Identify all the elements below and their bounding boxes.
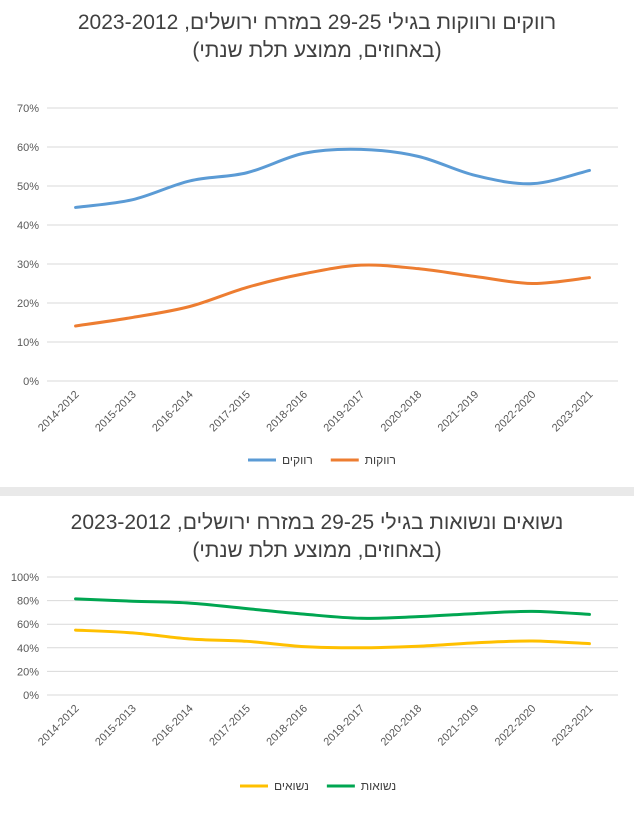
x-tick-label: 2022-2020 — [493, 389, 539, 435]
y-tick-label: 0% — [23, 690, 39, 702]
y-tick-label: 50% — [17, 181, 39, 193]
legend-label: נשואות — [361, 779, 396, 793]
y-tick-label: 60% — [17, 142, 39, 154]
x-tick-label: 2022-2020 — [493, 703, 539, 749]
data-point — [74, 325, 77, 327]
legend-label: רווקות — [365, 453, 396, 467]
data-point — [417, 615, 419, 618]
data-point — [588, 169, 591, 172]
chart-panel-bottom: נשואים ונשואות בגילי 29-25 במזרח ירושלים… — [0, 496, 634, 818]
series-line — [74, 263, 591, 328]
data-point — [74, 598, 77, 600]
data-point — [131, 198, 134, 201]
data-point — [246, 171, 248, 174]
x-tick-label: 2019-2017 — [321, 389, 367, 435]
data-point — [531, 640, 534, 642]
chart-title-top: רווקים ורווקות בגילי 29-25 במזרח ירושלים… — [77, 11, 557, 34]
data-point — [188, 180, 191, 182]
data-point — [417, 645, 419, 648]
data-point — [188, 602, 191, 604]
data-point — [303, 152, 305, 155]
data-point — [588, 642, 591, 645]
data-point — [74, 206, 77, 209]
data-point — [303, 645, 305, 648]
legend-label: רווקים — [282, 453, 313, 467]
data-point — [531, 610, 534, 613]
line-chart-top: 0% 10% 20% 30% 40% 50% 60% 70% 2014-2012 2015-201… — [17, 103, 618, 467]
x-tick-label: 2015-2013 — [93, 389, 139, 435]
data-point — [531, 282, 534, 285]
data-point — [131, 316, 134, 319]
panel-divider — [0, 487, 634, 496]
y-tick-label: 10% — [17, 337, 39, 349]
data-point — [474, 612, 477, 615]
data-point — [474, 642, 477, 644]
data-point — [131, 632, 134, 634]
y-tick-label: 40% — [17, 220, 39, 232]
x-tick-label: 2020-2018 — [379, 389, 425, 435]
data-point — [360, 617, 362, 620]
x-tick-label: 2023-2021 — [550, 389, 596, 435]
data-point — [360, 647, 362, 649]
line-chart-bottom: 0% 20% 40% 60% 80% 100% 2014-2012 2015-2013 2016… — [11, 572, 618, 793]
x-tick-label: 2023-2021 — [550, 703, 596, 749]
x-tick-label: 2014-2012 — [36, 703, 82, 749]
data-point — [417, 155, 419, 158]
x-tick-label: 2017-2015 — [207, 389, 253, 435]
x-tick-label: 2021-2019 — [436, 389, 482, 435]
series-line — [74, 147, 591, 209]
data-point — [303, 272, 305, 275]
x-tick-label: 2018-2016 — [264, 389, 310, 435]
legend-label: נשואים — [274, 779, 309, 793]
data-point — [588, 613, 591, 616]
x-tick-label: 2020-2018 — [379, 703, 425, 749]
data-point — [131, 600, 134, 602]
data-point — [588, 276, 591, 279]
x-tick-label: 2015-2013 — [93, 703, 139, 749]
x-tick-label: 2016-2014 — [150, 389, 196, 435]
series-line — [74, 597, 591, 620]
data-point — [74, 629, 77, 631]
chart-title-bottom: נשואים ונשואות בגילי 29-25 במזרח ירושלים… — [70, 511, 564, 534]
data-point — [531, 182, 534, 185]
data-point — [246, 607, 248, 610]
data-point — [417, 267, 419, 270]
data-point — [246, 640, 248, 643]
y-tick-label: 80% — [17, 596, 39, 608]
chart-subtitle-top: (באחוזים, ממוצע תלת שנתי) — [192, 39, 442, 62]
y-tick-label: 20% — [17, 298, 39, 310]
x-tick-label: 2014-2012 — [36, 389, 82, 435]
data-point — [188, 638, 191, 640]
y-tick-label: 20% — [17, 666, 39, 678]
x-tick-label: 2018-2016 — [264, 703, 310, 749]
y-tick-label: 60% — [17, 619, 39, 631]
x-tick-label: 2016-2014 — [150, 703, 196, 749]
data-point — [246, 286, 248, 289]
y-tick-label: 100% — [11, 572, 39, 584]
y-tick-label: 30% — [17, 259, 39, 271]
x-tick-label: 2021-2019 — [436, 703, 482, 749]
chart-panel-top: רווקים ורווקות בגילי 29-25 במזרח ירושלים… — [16, 11, 618, 467]
y-tick-label: 40% — [17, 643, 39, 655]
data-point — [360, 264, 362, 266]
series-line — [74, 628, 591, 650]
chart-subtitle-bottom: (באחוזים, ממוצע תלת שנתי) — [192, 539, 442, 562]
data-point — [474, 275, 477, 278]
y-tick-label: 0% — [23, 376, 39, 388]
x-tick-label: 2019-2017 — [321, 703, 367, 749]
data-point — [474, 174, 477, 177]
data-point — [188, 305, 191, 308]
data-point — [303, 613, 305, 615]
x-tick-label: 2017-2015 — [207, 703, 253, 749]
y-tick-label: 70% — [17, 103, 39, 115]
data-point — [360, 148, 362, 151]
